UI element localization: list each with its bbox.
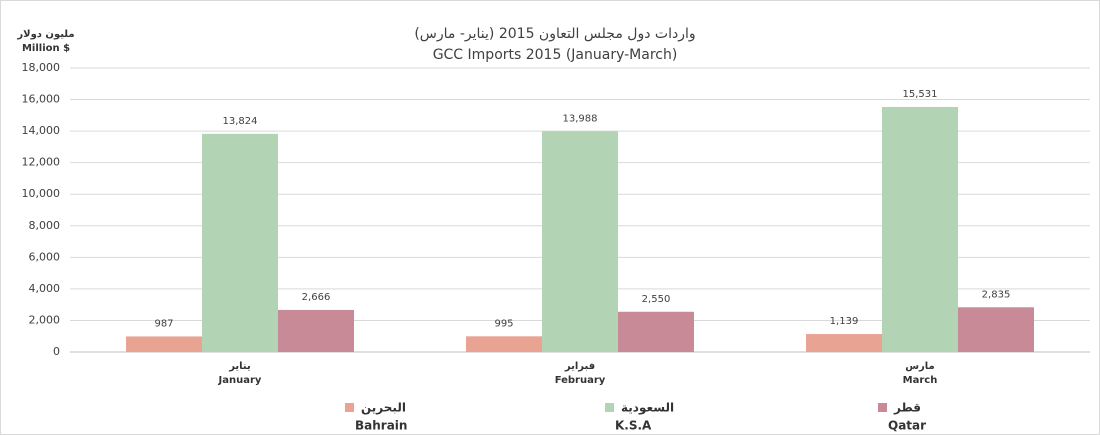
value-label: 987: [154, 318, 173, 329]
y-tick-label: 2,000: [29, 313, 61, 326]
bar: [542, 131, 618, 352]
y-tick-label: 8,000: [29, 219, 61, 232]
x-tick-label: March: [903, 375, 938, 386]
chart-title-ar: واردات دول مجلس التعاون 2015 (يناير- مار…: [414, 26, 695, 42]
legend-label-ar: البحرين: [361, 401, 406, 415]
chart-title: GCC Imports 2015 (January-March): [433, 47, 678, 63]
bar: [126, 336, 202, 352]
legend-swatch: [605, 403, 614, 412]
x-tick-label-ar: مارس: [905, 361, 935, 372]
y-tick-label: 14,000: [22, 124, 61, 137]
y-tick-label: 6,000: [29, 250, 61, 263]
value-label: 2,666: [302, 292, 331, 303]
bar: [202, 133, 278, 352]
y-tick-label: 10,000: [22, 187, 61, 200]
value-label: 1,139: [830, 316, 859, 327]
legend-label-ar: قطر: [893, 401, 921, 415]
bar: [882, 106, 958, 353]
x-tick-label: February: [555, 375, 606, 386]
bar: [806, 334, 882, 352]
legend-label: Bahrain: [355, 419, 407, 433]
x-tick-label: January: [218, 375, 262, 386]
bar: [958, 307, 1034, 352]
y-tick-label: 12,000: [22, 156, 61, 169]
value-label: 15,531: [903, 89, 938, 100]
y-axis-label: Million $: [22, 43, 70, 54]
bar: [618, 311, 694, 352]
x-tick-label-ar: فبراير: [564, 361, 595, 372]
value-label: 13,824: [223, 116, 258, 127]
y-tick-label: 18,000: [22, 61, 61, 74]
y-axis-label-ar: مليون دولار: [16, 29, 74, 40]
y-tick-label: 16,000: [22, 93, 61, 106]
legend-swatch: [878, 403, 887, 412]
bar: [466, 336, 542, 352]
legend-label: Qatar: [888, 419, 926, 433]
y-tick-label: 0: [53, 345, 60, 358]
value-label: 2,835: [982, 289, 1011, 300]
legend-swatch: [345, 403, 354, 412]
bar: [278, 309, 354, 352]
x-tick-label-ar: يناير: [228, 361, 251, 372]
y-tick-label: 4,000: [29, 282, 61, 295]
value-label: 2,550: [642, 294, 671, 305]
value-label: 13,988: [563, 113, 598, 124]
value-label: 995: [494, 318, 513, 329]
legend-label: K.S.A: [615, 419, 652, 433]
legend-label-ar: السعودية: [621, 401, 674, 416]
